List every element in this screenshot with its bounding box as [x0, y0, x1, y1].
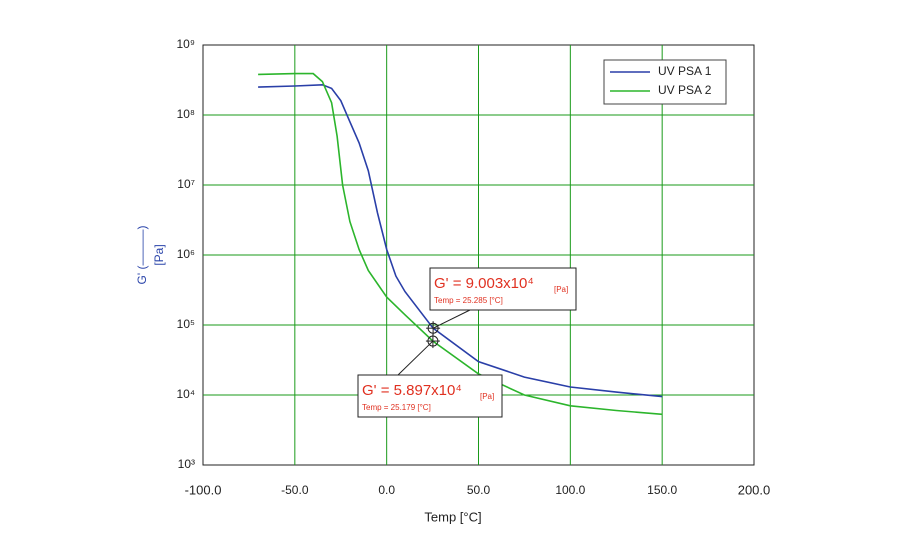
y-tick-label: 10⁴: [176, 387, 195, 401]
annotation-subtext: Temp = 25.285 [°C]: [434, 296, 503, 305]
x-tick-label: 100.0: [555, 483, 585, 497]
annotation-box: [429, 267, 577, 311]
annotation-value: G' = 5.897x10⁴: [362, 382, 462, 399]
x-tick-label: -50.0: [281, 483, 309, 497]
x-tick-label: 0.0: [378, 483, 395, 497]
legend-box: [603, 59, 727, 105]
y-tick-label: 10⁵: [177, 317, 195, 331]
annotation-leader: [397, 340, 434, 376]
annotation-unit: [Pa]: [554, 285, 568, 294]
series-line: [258, 72, 663, 416]
y-tick-label: 10⁸: [177, 107, 195, 121]
legend-label: UV PSA 1: [658, 64, 712, 78]
y-tick-label: 10⁹: [177, 37, 196, 51]
y-tick-label: 10³: [178, 457, 195, 471]
annotation-value: G' = 9.003x10⁴: [434, 275, 534, 292]
series-line: [258, 83, 663, 398]
x-tick-label: 200.0: [738, 482, 771, 497]
x-tick-label: 150.0: [647, 483, 677, 497]
x-tick-label: -100.0: [185, 482, 222, 497]
legend-label: UV PSA 2: [658, 83, 712, 97]
x-tick-label: 50.0: [467, 483, 491, 497]
annotation-unit: [Pa]: [480, 392, 494, 401]
y-tick-label: 10⁷: [177, 177, 195, 191]
annotation-subtext: Temp = 25.179 [°C]: [362, 403, 431, 412]
annotation-box: [357, 374, 503, 418]
y-axis-unit: [Pa]: [152, 244, 166, 265]
y-tick-label: 10⁶: [177, 247, 195, 261]
y-axis-label: G' (———): [135, 226, 149, 285]
annotation-leader: [432, 309, 471, 329]
x-axis-label: Temp [°C]: [424, 509, 481, 524]
